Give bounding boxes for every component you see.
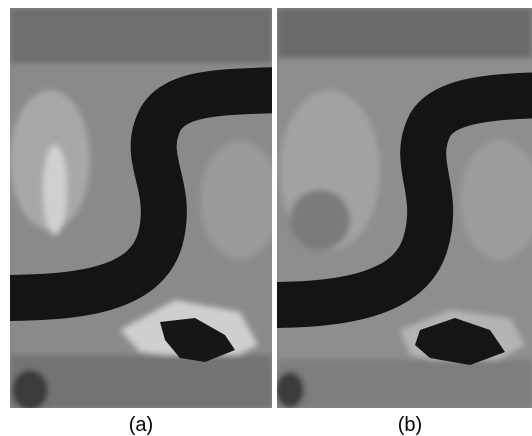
panel-a-image: [0, 8, 280, 410]
figure: (a) (b): [0, 0, 532, 436]
panel-label: (a): [129, 414, 153, 436]
panel-label: (b): [398, 414, 422, 436]
page: (a) (b) (() => { const data = JSON.parse…: [0, 0, 532, 436]
panel-b-image: [270, 8, 532, 408]
